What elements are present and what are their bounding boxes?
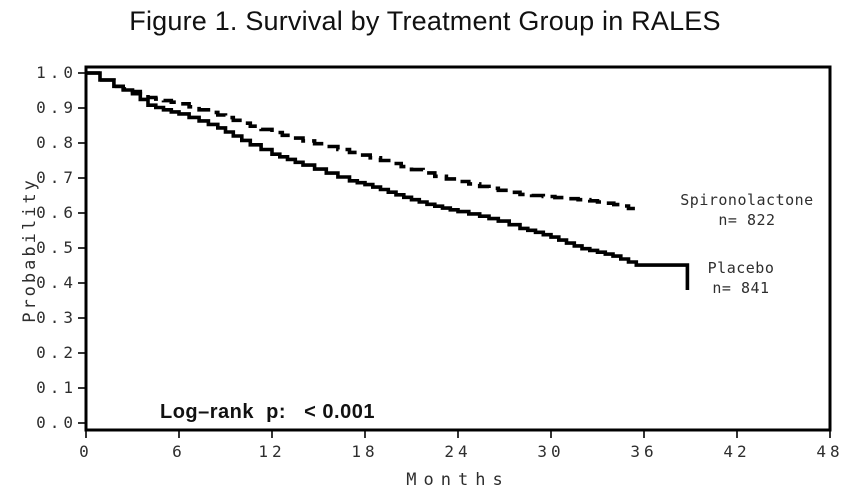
legend-spironolactone-name: Spironolactone [680, 191, 814, 209]
legend-placebo-n: n= 841 [712, 279, 770, 297]
x-axis-title: Months [406, 470, 510, 490]
y-tick-label: 0.0 [36, 413, 77, 432]
y-tick-label: 0.3 [36, 308, 77, 327]
x-tick-label: 36 [630, 442, 658, 461]
x-tick-label: 12 [258, 442, 286, 461]
x-tick-label: 18 [351, 442, 379, 461]
y-tick-label: 0.6 [36, 203, 77, 222]
x-tick-label: 24 [444, 442, 472, 461]
y-tick-label: 0.9 [36, 98, 77, 117]
y-tick-label: 0.1 [36, 378, 77, 397]
y-tick-label: 0.7 [36, 168, 77, 187]
curve-placebo [86, 71, 690, 290]
legend-placebo-name: Placebo [707, 259, 775, 277]
y-tick-label: 0.2 [36, 343, 77, 362]
legend-spironolactone: Spironolactone n= 822 [663, 190, 831, 230]
y-tick-label: 0.4 [36, 273, 77, 292]
curve-spironolactone [86, 71, 635, 211]
y-tick-label: 0.5 [36, 238, 77, 257]
survival-curves [86, 71, 690, 290]
y-tick-label: 0.8 [36, 133, 77, 152]
x-tick-label: 6 [172, 442, 186, 461]
log-rank-annotation: Log–rank p: < 0.001 [160, 401, 375, 423]
x-tick-label: 48 [816, 442, 844, 461]
x-tick-label: 42 [723, 442, 751, 461]
figure-title: Figure 1. Survival by Treatment Group in… [129, 6, 721, 36]
x-tick-label: 0 [79, 442, 93, 461]
x-tick-label: 30 [537, 442, 565, 461]
legend-placebo: Placebo n= 841 [657, 258, 825, 298]
legend-spironolactone-n: n= 822 [718, 211, 776, 229]
axis-tick-marks [78, 72, 831, 438]
y-tick-label: 1.0 [36, 63, 77, 82]
